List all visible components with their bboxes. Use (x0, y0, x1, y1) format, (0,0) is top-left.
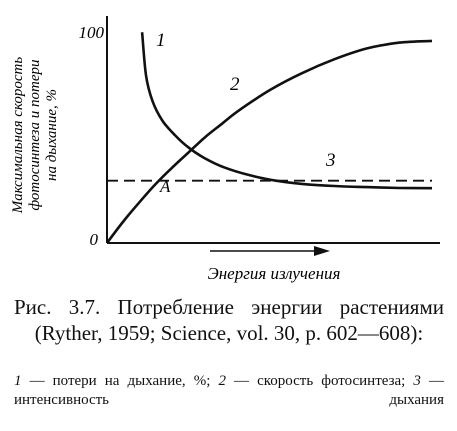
series-2-label: 2 (230, 74, 240, 95)
legend-num-1: 1 (14, 373, 22, 389)
figure-legend: 1 — потери на дыхание, %; 2 — скорость ф… (14, 372, 444, 410)
legend-text-1: — потери на дыхание, %; (21, 373, 219, 389)
series-2-curve (105, 39, 433, 244)
y-tick-0: 0 (90, 230, 99, 249)
y-axis-label-line1: Максимальная скорость (10, 57, 26, 215)
x-axis-label: Энергия излучения (208, 264, 341, 283)
direction-arrow-head (314, 246, 330, 256)
y-tick-100: 100 (79, 23, 105, 42)
legend-num-3: 3 (413, 373, 421, 389)
series-3-label: 3 (325, 150, 336, 171)
chart: Максимальная скорость фотосинтеза и поте… (10, 16, 440, 283)
figure-caption: Рис. 3.7. Потребление энергии растениями… (14, 295, 444, 345)
legend-num-2: 2 (218, 373, 226, 389)
series-1-curve (140, 32, 433, 190)
y-axis-label-line2: фотосинтеза и потери (27, 59, 43, 210)
legend-text-3: — интенсивность дыхания (14, 373, 444, 408)
point-a-label: A (159, 177, 171, 196)
series-1-label: 1 (156, 30, 166, 51)
legend-text-2: — скорость фотосинтеза; (225, 373, 414, 389)
y-axis-label-line3: на дыхание, % (44, 89, 60, 181)
